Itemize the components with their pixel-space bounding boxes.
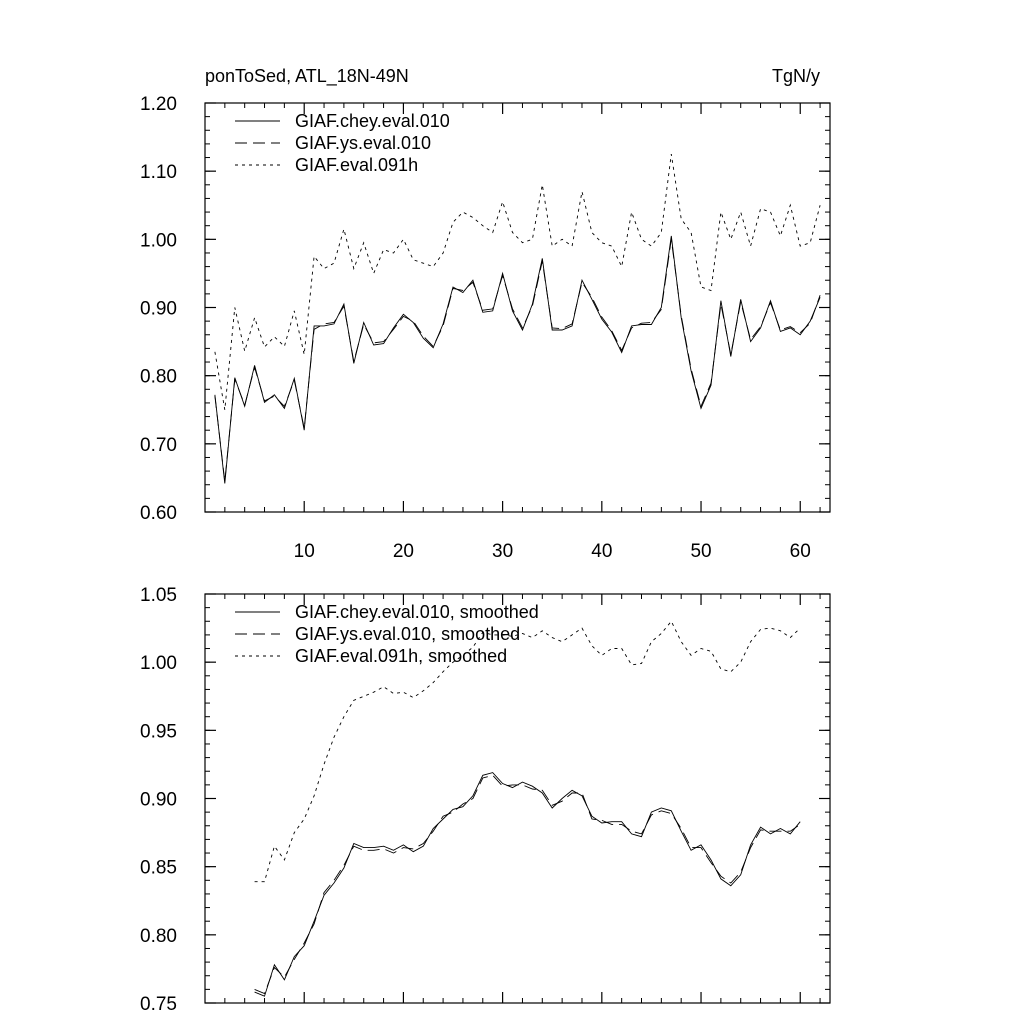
- y-tick-label: 0.75: [140, 994, 177, 1015]
- y-tick-label: 1.00: [140, 230, 177, 251]
- x-tick-label: 60: [790, 541, 811, 562]
- x-tick-label: 30: [492, 541, 513, 562]
- y-tick-label: 1.00: [140, 653, 177, 674]
- series-line-3: [214, 154, 821, 410]
- y-tick-label: 1.10: [140, 162, 177, 183]
- legend-label: GIAF.chey.eval.010, smoothed: [295, 602, 539, 622]
- x-tick-label: 40: [591, 541, 612, 562]
- legend-label: GIAF.chey.eval.010: [295, 111, 450, 131]
- y-tick-label: 1.05: [140, 585, 177, 606]
- legend-label: GIAF.eval.091h, smoothed: [295, 646, 507, 666]
- y-tick-label: 0.60: [140, 503, 177, 524]
- series-line-2: [214, 239, 821, 482]
- y-tick-label: 1.20: [140, 94, 177, 115]
- series-line-3: [254, 620, 801, 883]
- top-panel: 0.60 0.70 0.80 0.90 1.00 1.10 1.20 10 20 30 40 50 60…: [140, 94, 831, 562]
- legend-label: GIAF.ys.eval.010: [295, 133, 431, 153]
- x-tick-label: 50: [690, 541, 711, 562]
- y-tick-label: 0.95: [140, 721, 177, 742]
- header-title: ponToSed, ATL_18N-49N: [205, 66, 409, 87]
- header-units: TgN/y: [772, 66, 820, 86]
- bottom-panel: 0.75 0.80 0.85 0.90 0.95 1.00 1.05 GIAF.chey.ev…: [140, 585, 831, 1015]
- y-tick-label: 0.80: [140, 367, 177, 388]
- y-tick-label: 0.85: [140, 858, 177, 879]
- y-tick-label: 0.80: [140, 926, 177, 947]
- x-tick-label: 20: [393, 541, 414, 562]
- x-tick-label: 10: [294, 541, 315, 562]
- y-tick-label: 0.90: [140, 790, 177, 811]
- legend-label: GIAF.ys.eval.010, smoothed: [295, 624, 520, 644]
- legend-label: GIAF.eval.091h: [295, 155, 418, 175]
- y-tick-label: 0.70: [140, 435, 177, 456]
- series-line-1: [214, 235, 821, 484]
- series-line-2: [254, 774, 801, 995]
- y-tick-label: 0.90: [140, 299, 177, 320]
- series-line-1: [254, 772, 801, 997]
